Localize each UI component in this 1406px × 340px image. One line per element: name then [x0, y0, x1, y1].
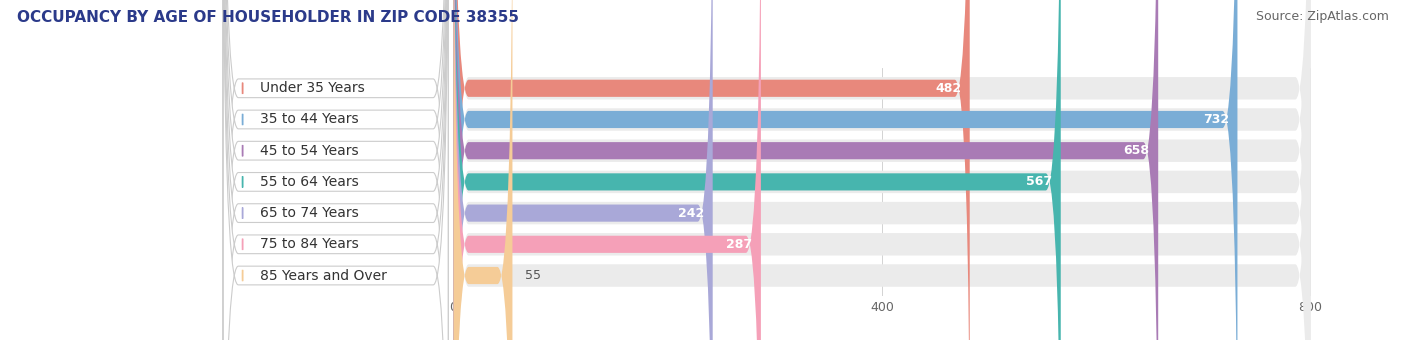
FancyBboxPatch shape [454, 0, 970, 340]
FancyBboxPatch shape [224, 0, 449, 340]
FancyBboxPatch shape [454, 0, 1237, 340]
FancyBboxPatch shape [454, 0, 1060, 340]
FancyBboxPatch shape [224, 0, 449, 340]
Text: 55: 55 [526, 269, 541, 282]
Text: 658: 658 [1123, 144, 1150, 157]
Text: 567: 567 [1026, 175, 1052, 188]
Text: Under 35 Years: Under 35 Years [260, 81, 364, 95]
Text: Source: ZipAtlas.com: Source: ZipAtlas.com [1256, 10, 1389, 23]
FancyBboxPatch shape [224, 0, 449, 340]
Text: 35 to 44 Years: 35 to 44 Years [260, 113, 359, 126]
Text: 287: 287 [725, 238, 752, 251]
Text: OCCUPANCY BY AGE OF HOUSEHOLDER IN ZIP CODE 38355: OCCUPANCY BY AGE OF HOUSEHOLDER IN ZIP C… [17, 10, 519, 25]
Text: 732: 732 [1202, 113, 1229, 126]
Text: 242: 242 [678, 207, 704, 220]
FancyBboxPatch shape [454, 0, 512, 340]
FancyBboxPatch shape [454, 0, 1310, 340]
FancyBboxPatch shape [224, 0, 449, 340]
Text: 75 to 84 Years: 75 to 84 Years [260, 237, 359, 251]
Text: 45 to 54 Years: 45 to 54 Years [260, 144, 359, 158]
FancyBboxPatch shape [454, 0, 1310, 340]
Text: 55 to 64 Years: 55 to 64 Years [260, 175, 359, 189]
FancyBboxPatch shape [454, 0, 1310, 340]
Text: 65 to 74 Years: 65 to 74 Years [260, 206, 359, 220]
FancyBboxPatch shape [454, 0, 713, 340]
FancyBboxPatch shape [454, 0, 761, 340]
FancyBboxPatch shape [454, 0, 1310, 340]
FancyBboxPatch shape [454, 0, 1310, 340]
FancyBboxPatch shape [224, 0, 449, 340]
FancyBboxPatch shape [454, 0, 1310, 340]
Text: 482: 482 [935, 82, 962, 95]
FancyBboxPatch shape [454, 0, 1310, 340]
Text: 85 Years and Over: 85 Years and Over [260, 269, 387, 283]
FancyBboxPatch shape [224, 0, 449, 340]
FancyBboxPatch shape [454, 0, 1159, 340]
FancyBboxPatch shape [224, 0, 449, 340]
